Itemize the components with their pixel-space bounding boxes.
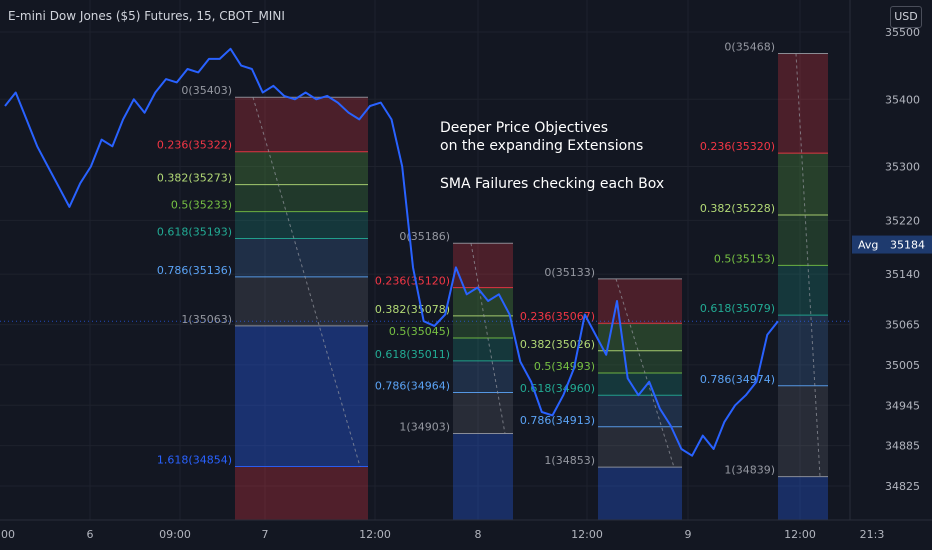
time-axis-tick: 7 — [262, 528, 269, 541]
fib-level-label: 0.236(35120) — [375, 275, 450, 288]
fib-level-label: 0.236(35320) — [700, 140, 775, 153]
fib-level-label: 0.382(35078) — [375, 303, 450, 316]
time-axis-tick: 6 — [87, 528, 94, 541]
fib-level-label: 0(35468) — [724, 41, 775, 54]
price-axis-tick: 34825 — [885, 480, 920, 493]
fib-level-label: 0(35186) — [399, 230, 450, 243]
fib-level-label: 0.236(35067) — [520, 310, 595, 323]
price-axis-tick: 34885 — [885, 440, 920, 453]
fib-box-zone — [235, 238, 368, 277]
fib-level-label: 0.5(35045) — [389, 325, 450, 338]
fib-box-zone — [778, 385, 828, 477]
fib-level-label: 0.5(35153) — [714, 252, 775, 265]
fib-box-zone — [235, 151, 368, 185]
fib-level-label: 0.618(35079) — [700, 302, 775, 315]
fib-level-label: 0.786(34974) — [700, 373, 775, 386]
fib-level-label: 0.5(34993) — [534, 360, 595, 373]
time-axis-tick: 00 — [1, 528, 15, 541]
fib-box-zone — [453, 287, 513, 316]
annotation-line-3: SMA Failures checking each Box — [440, 176, 665, 192]
fib-level-label: 1(34903) — [399, 421, 450, 434]
price-axis-tick: 35300 — [885, 161, 920, 174]
price-axis-tick: 35065 — [885, 319, 920, 332]
fib-box-zone — [453, 338, 513, 361]
fib-box-zone — [235, 97, 368, 152]
fib-level-label: 0.382(35273) — [157, 172, 232, 185]
fib-level-label: 0.618(35193) — [157, 225, 232, 238]
currency-button[interactable]: USD — [890, 6, 922, 28]
fib-level-label: 1(35063) — [181, 313, 232, 326]
fib-box-zone — [235, 184, 368, 212]
fib-level-label: 0.786(34964) — [375, 380, 450, 393]
fib-box-zone — [235, 466, 368, 520]
trend-line-dashed — [615, 278, 675, 468]
fib-box-zone — [778, 214, 828, 266]
price-axis-tick: 35500 — [885, 26, 920, 39]
fib-box-zone — [235, 211, 368, 239]
time-axis-tick: 21:3 — [860, 528, 885, 541]
fib-box-zone — [235, 276, 368, 326]
price-axis-tick: 35220 — [885, 214, 920, 227]
price-line-series — [4, 47, 779, 457]
price-axis-tick: 35400 — [885, 93, 920, 106]
fib-box-zone — [453, 243, 513, 288]
fib-box-zone — [778, 315, 828, 386]
fib-level-label: 0.618(34960) — [520, 382, 595, 395]
fib-box-zone — [598, 350, 682, 374]
fib-box-zone — [598, 426, 682, 468]
fib-box-zone — [453, 392, 513, 434]
fib-box-zone — [598, 278, 682, 324]
price-axis-tick: 35005 — [885, 359, 920, 372]
fib-box-zone — [778, 153, 828, 215]
fib-box-zone — [598, 373, 682, 396]
fib-box-zone — [453, 360, 513, 393]
fib-level-label: 1(34839) — [724, 464, 775, 477]
annotation-line-2: on the expanding Extensions — [440, 138, 644, 154]
avg-label: Avg — [858, 239, 878, 252]
time-axis-tick: 9 — [685, 528, 692, 541]
fib-level-label: 0.786(34913) — [520, 414, 595, 427]
fib-level-label: 0.618(35011) — [375, 348, 450, 361]
time-axis-tick: 8 — [475, 528, 482, 541]
fib-level-label: 1(34853) — [544, 454, 595, 467]
fib-level-label: 0.382(35026) — [520, 338, 595, 351]
time-axis-tick: 09:00 — [159, 528, 191, 541]
fib-level-label: 0(35403) — [181, 84, 232, 97]
avg-value: 35184 — [890, 239, 925, 252]
time-axis-tick: 12:00 — [571, 528, 603, 541]
fib-box-zone — [453, 315, 513, 339]
price-axis-tick: 35140 — [885, 268, 920, 281]
fib-level-label: 0.236(35322) — [157, 139, 232, 152]
fib-box-zone — [453, 433, 513, 520]
fib-level-label: 0(35133) — [544, 266, 595, 279]
price-axis-tick: 34945 — [885, 399, 920, 412]
fib-box-zone — [235, 325, 368, 467]
time-axis-tick: 12:00 — [784, 528, 816, 541]
trend-line-dashed — [252, 97, 361, 467]
trend-line-dashed — [795, 53, 821, 477]
fib-level-label: 0.786(35136) — [157, 264, 232, 277]
fib-box-zone — [778, 265, 828, 316]
fib-level-label: 0.382(35228) — [700, 202, 775, 215]
avg-badge — [852, 235, 932, 254]
chart-title: E-mini Dow Jones ($5) Futures, 15, CBOT_… — [8, 9, 285, 23]
fib-box-zone — [778, 476, 828, 520]
annotation-line-1: Deeper Price Objectives — [440, 120, 608, 136]
fib-box-zone — [778, 53, 828, 154]
fib-level-label: 1.618(34854) — [157, 453, 232, 466]
trend-line-dashed — [470, 243, 506, 434]
fib-box-zone — [598, 467, 682, 520]
time-axis-tick: 12:00 — [359, 528, 391, 541]
fib-level-label: 0.5(35233) — [171, 199, 232, 212]
